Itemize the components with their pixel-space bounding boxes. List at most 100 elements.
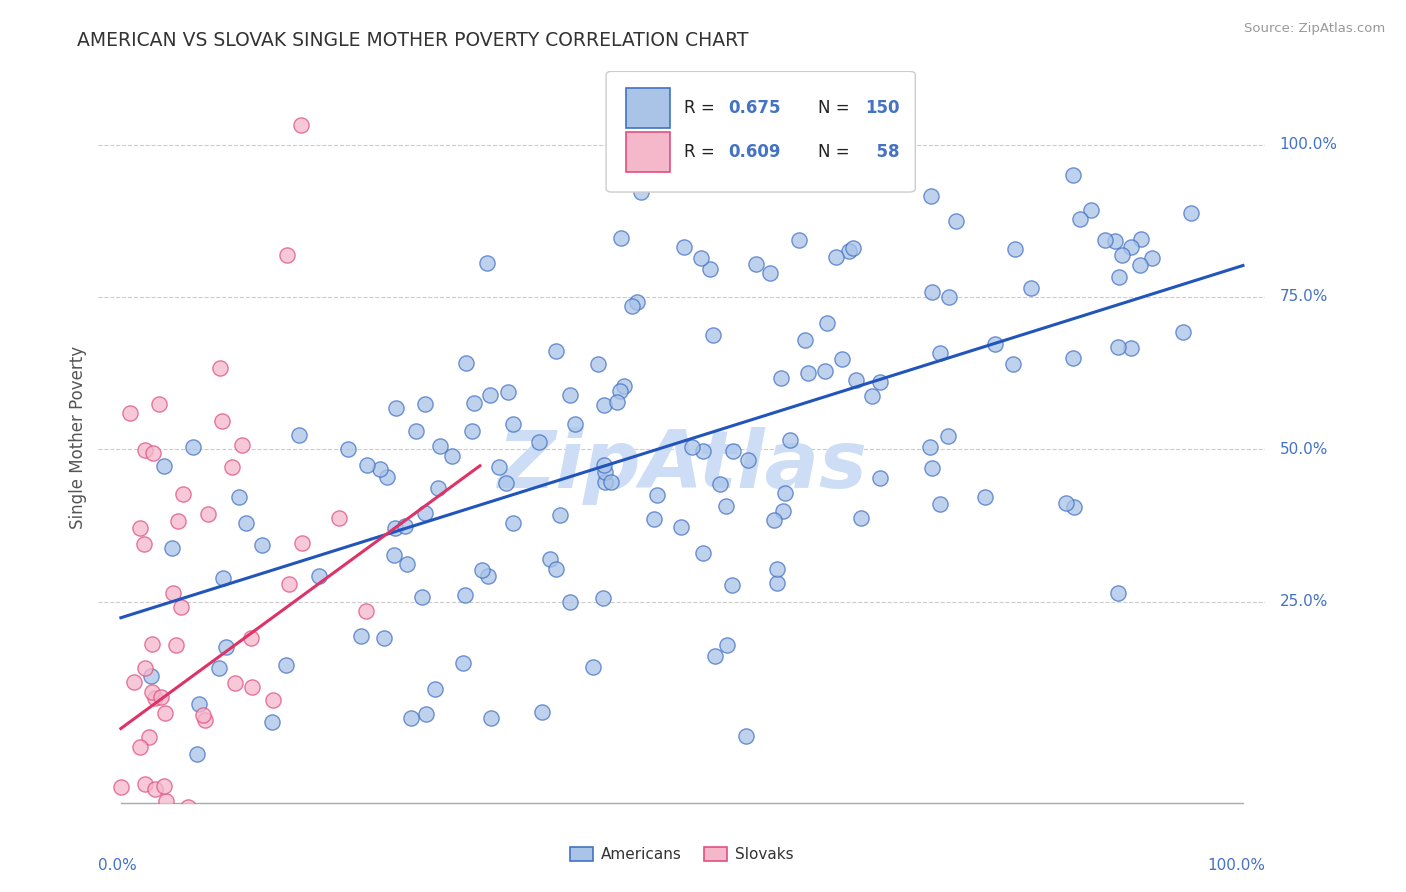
- Point: [212, 571, 235, 585]
- Point: [141, 637, 163, 651]
- Point: [1121, 341, 1143, 355]
- Point: [592, 591, 614, 606]
- Point: [582, 659, 605, 673]
- FancyBboxPatch shape: [606, 71, 915, 192]
- Text: ZipAtlas: ZipAtlas: [496, 427, 868, 506]
- Point: [588, 357, 610, 371]
- Point: [831, 352, 853, 367]
- Point: [673, 240, 696, 254]
- Point: [779, 434, 801, 448]
- Point: [759, 267, 782, 281]
- Point: [1063, 500, 1085, 515]
- Point: [399, 711, 422, 725]
- Point: [1019, 281, 1042, 295]
- Point: [181, 440, 204, 454]
- Point: [153, 458, 176, 473]
- Point: [643, 512, 665, 526]
- Point: [148, 397, 170, 411]
- Point: [139, 669, 162, 683]
- Point: [1002, 357, 1025, 371]
- Text: 50.0%: 50.0%: [1279, 442, 1327, 457]
- Point: [558, 388, 581, 402]
- Point: [336, 442, 359, 456]
- Point: [187, 697, 209, 711]
- Point: [478, 388, 501, 402]
- Point: [194, 714, 217, 728]
- Point: [1004, 242, 1026, 256]
- Text: N =: N =: [818, 143, 855, 161]
- Point: [128, 521, 150, 535]
- Point: [1104, 234, 1126, 248]
- Point: [328, 511, 350, 525]
- Point: [714, 499, 737, 513]
- Point: [363, 875, 385, 889]
- Point: [385, 401, 408, 415]
- Point: [1054, 495, 1077, 509]
- Point: [527, 435, 550, 450]
- Point: [560, 595, 582, 609]
- Point: [702, 328, 724, 343]
- Point: [413, 506, 436, 520]
- Text: 100.0%: 100.0%: [1279, 137, 1337, 152]
- Point: [453, 588, 475, 602]
- Point: [262, 693, 284, 707]
- Point: [737, 453, 759, 467]
- Point: [690, 251, 713, 265]
- Point: [122, 675, 145, 690]
- Point: [276, 248, 298, 262]
- Point: [630, 186, 652, 200]
- Point: [1069, 211, 1091, 226]
- Point: [842, 241, 865, 255]
- Text: 25.0%: 25.0%: [1279, 594, 1327, 609]
- Text: 0.675: 0.675: [728, 99, 782, 117]
- Point: [720, 578, 742, 592]
- Point: [276, 658, 298, 673]
- Point: [145, 840, 167, 855]
- Point: [308, 569, 330, 583]
- Point: [426, 481, 449, 495]
- Point: [1062, 168, 1084, 182]
- Point: [138, 810, 160, 824]
- Point: [593, 398, 616, 412]
- Point: [613, 378, 636, 392]
- Point: [692, 443, 714, 458]
- Text: N =: N =: [818, 99, 855, 117]
- Point: [593, 475, 616, 489]
- Point: [212, 828, 235, 842]
- Point: [1142, 251, 1164, 265]
- Point: [595, 465, 617, 479]
- Point: [262, 714, 284, 729]
- Point: [160, 805, 183, 820]
- Point: [564, 417, 586, 432]
- Point: [235, 516, 257, 531]
- Point: [215, 640, 238, 654]
- Point: [929, 498, 952, 512]
- Point: [153, 706, 176, 721]
- Point: [1129, 232, 1152, 246]
- Y-axis label: Single Mother Poverty: Single Mother Poverty: [69, 345, 87, 529]
- Point: [600, 475, 623, 489]
- Point: [502, 417, 524, 431]
- Point: [415, 706, 437, 721]
- Point: [546, 562, 568, 576]
- Point: [869, 471, 891, 485]
- Point: [815, 317, 838, 331]
- Point: [411, 590, 433, 604]
- Point: [1108, 269, 1130, 284]
- Point: [669, 520, 692, 534]
- Point: [413, 397, 436, 411]
- Text: Source: ZipAtlas.com: Source: ZipAtlas.com: [1244, 22, 1385, 36]
- Point: [287, 428, 309, 442]
- Text: AMERICAN VS SLOVAK SINGLE MOTHER POVERTY CORRELATION CHART: AMERICAN VS SLOVAK SINGLE MOTHER POVERTY…: [77, 31, 749, 50]
- Point: [772, 504, 794, 518]
- Text: 100.0%: 100.0%: [1208, 858, 1265, 872]
- Point: [735, 729, 758, 743]
- Point: [502, 516, 524, 530]
- Point: [191, 707, 214, 722]
- Text: R =: R =: [685, 143, 720, 161]
- Point: [1107, 586, 1129, 600]
- Point: [797, 366, 820, 380]
- Point: [945, 214, 967, 228]
- Point: [134, 777, 156, 791]
- Point: [681, 440, 703, 454]
